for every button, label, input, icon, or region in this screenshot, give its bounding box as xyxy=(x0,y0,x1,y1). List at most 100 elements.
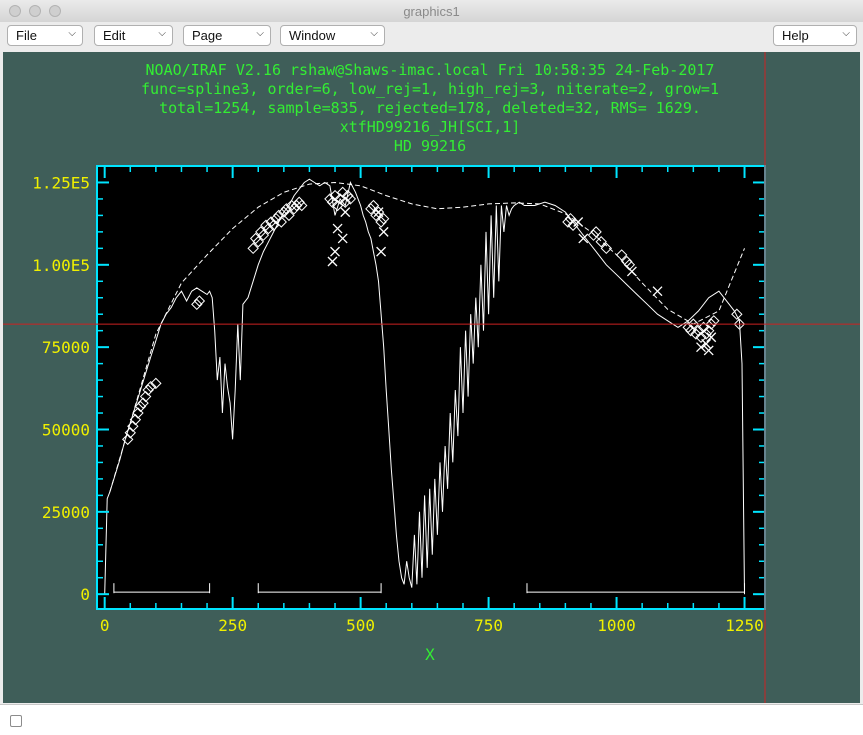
diamond-point xyxy=(257,229,270,241)
diamond-point xyxy=(324,193,336,205)
minimize-window-icon[interactable] xyxy=(29,5,41,17)
diamond-point xyxy=(336,186,349,199)
diamond-point xyxy=(367,199,380,212)
x-marker-point xyxy=(706,332,717,343)
plot-svg[interactable]: NOAO/IRAF V2.16 rshaw@Shaws-imac.local F… xyxy=(3,52,860,703)
crosshair-cursor xyxy=(3,52,860,703)
x-tick-label: 500 xyxy=(346,616,375,635)
graphics-canvas[interactable]: NOAO/IRAF V2.16 rshaw@Shaws-imac.local F… xyxy=(3,52,860,703)
file-menu-label: File xyxy=(16,28,37,43)
x-marker-stroke xyxy=(373,207,384,218)
x-marker-stroke xyxy=(327,256,338,267)
page-menu[interactable]: Page ⌵ xyxy=(183,25,271,46)
diamond-point xyxy=(564,212,577,225)
x-marker-point xyxy=(340,207,351,218)
diamond-point xyxy=(145,380,157,393)
diamond-point xyxy=(260,219,272,231)
y-tick-label: 25000 xyxy=(42,503,90,522)
x-marker-point xyxy=(652,286,663,297)
diamond-point xyxy=(695,331,707,343)
diamond-point xyxy=(283,209,295,222)
diamond-point xyxy=(692,324,705,337)
diamond-point xyxy=(150,377,162,390)
x-marker-stroke xyxy=(378,226,389,237)
status-checkbox[interactable] xyxy=(10,715,22,727)
chevron-down-icon: ⌵ xyxy=(158,28,166,39)
page-menu-label: Page xyxy=(192,28,223,43)
x-marker-point xyxy=(703,345,714,356)
status-bar xyxy=(0,704,863,735)
diamond-point xyxy=(697,321,710,334)
diamond-point xyxy=(690,328,702,340)
header-line-1: NOAO/IRAF V2.16 rshaw@Shaws-imac.local F… xyxy=(146,61,715,79)
diamond-point xyxy=(372,206,385,218)
help-menu[interactable]: Help ⌵ xyxy=(773,25,857,46)
diamond-point xyxy=(344,193,357,205)
diamond-point xyxy=(280,203,293,215)
x-marker-stroke xyxy=(701,338,712,349)
x-marker-point xyxy=(376,246,387,257)
x-tick-label: 1000 xyxy=(597,616,636,635)
header-line-5: HD 99216 xyxy=(394,137,466,155)
diamond-point xyxy=(342,189,354,202)
sample-range xyxy=(257,583,382,594)
x-marker-point xyxy=(330,246,340,257)
diamond-point xyxy=(275,216,287,228)
y-tick-label: 50000 xyxy=(42,420,90,439)
sample-range xyxy=(526,583,746,594)
diamond-point xyxy=(191,298,203,311)
x-marker-point xyxy=(378,226,389,237)
plot-area[interactable] xyxy=(97,166,765,609)
x-marker-stroke xyxy=(337,233,348,244)
diamond-point xyxy=(587,229,600,241)
x-marker-point xyxy=(696,342,706,353)
x-marker-stroke xyxy=(332,223,343,234)
header-line-2: func=spline3, order=6, low_rej=1, high_r… xyxy=(141,80,719,98)
x-marker-stroke xyxy=(703,345,714,356)
x-marker-point xyxy=(332,223,343,234)
fit-curve xyxy=(109,181,745,493)
file-menu[interactable]: File ⌵ xyxy=(7,25,83,46)
x-marker-stroke xyxy=(330,246,340,257)
diamond-point xyxy=(278,206,290,218)
close-window-icon[interactable] xyxy=(9,5,21,17)
diamond-point xyxy=(288,203,300,215)
diamond-point xyxy=(377,212,390,225)
help-menu-label: Help xyxy=(782,28,809,43)
diamond-point xyxy=(687,318,700,330)
diamond-point xyxy=(700,328,712,340)
diamond-point xyxy=(731,308,743,320)
header-line-3: total=1254, sample=835, rejected=178, de… xyxy=(159,99,701,117)
menu-bar: File ⌵ Edit ⌵ Page ⌵ Window ⌵ Help ⌵ xyxy=(0,22,863,52)
diamond-point xyxy=(247,242,259,255)
diamond-point xyxy=(708,315,720,327)
zoom-window-icon[interactable] xyxy=(49,5,61,17)
diamond-point xyxy=(249,232,262,245)
diamond-point xyxy=(265,216,277,228)
y-tick-label: 1.25E5 xyxy=(32,173,90,192)
x-marker-point xyxy=(573,217,584,227)
x-marker-stroke xyxy=(706,332,717,343)
x-axis-label: X xyxy=(425,645,435,664)
diamond-point xyxy=(623,259,636,271)
x-marker-stroke xyxy=(573,217,584,227)
y-tick-label: 1.00E5 xyxy=(32,256,90,275)
x-marker-point xyxy=(626,266,637,277)
chart-layer xyxy=(104,178,746,595)
diamond-point xyxy=(600,242,613,255)
x-marker-point xyxy=(373,207,384,218)
x-marker-stroke xyxy=(340,207,351,218)
diamond-point xyxy=(193,295,206,307)
edit-menu[interactable]: Edit ⌵ xyxy=(94,25,173,46)
sample-range xyxy=(113,583,211,594)
diamond-point xyxy=(621,255,633,268)
x-marker-stroke xyxy=(376,246,387,257)
x-marker-point xyxy=(337,233,348,244)
x-marker-stroke xyxy=(696,342,706,353)
window-menu[interactable]: Window ⌵ xyxy=(280,25,385,46)
y-tick-label: 75000 xyxy=(42,338,90,357)
diamond-point xyxy=(562,216,574,228)
diamond-point xyxy=(252,236,264,248)
window-title: graphics1 xyxy=(403,4,460,19)
chevron-down-icon: ⌵ xyxy=(370,28,378,39)
